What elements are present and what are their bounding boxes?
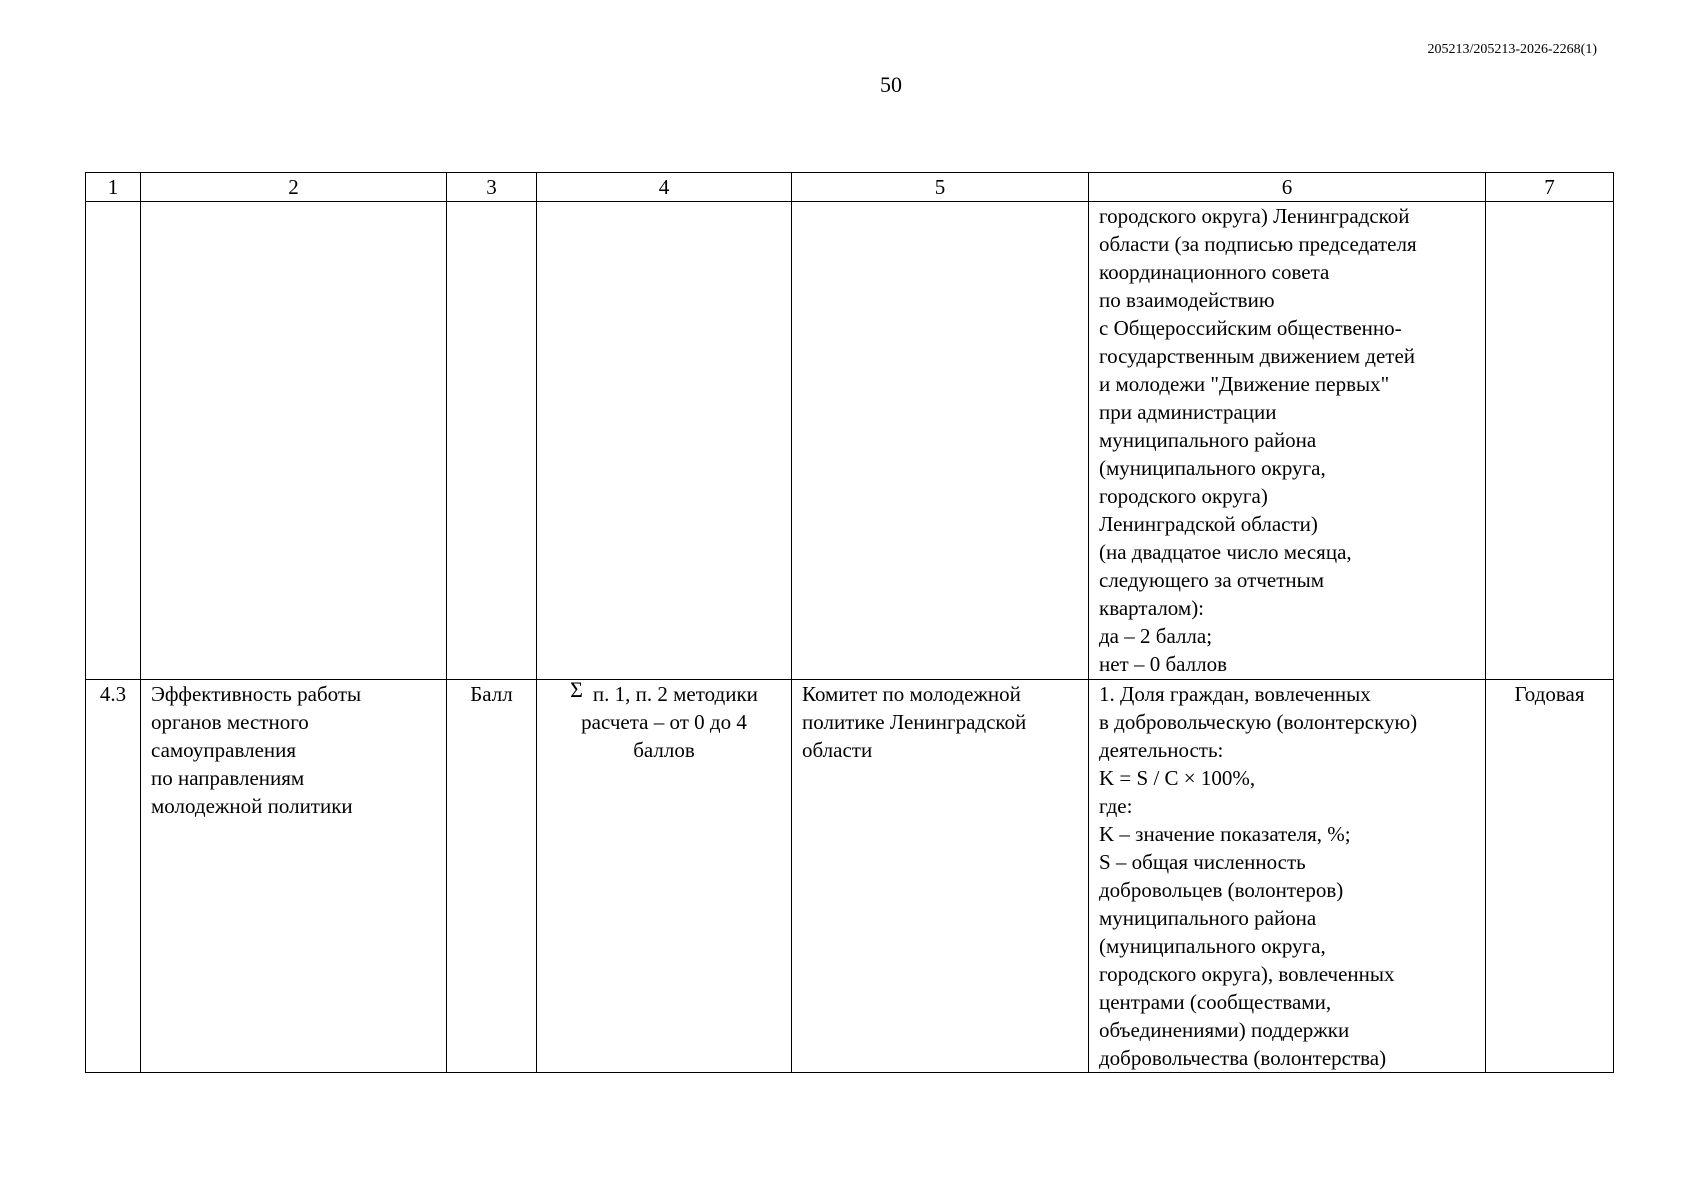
table-header-row: 1 2 3 4 5 6 7 — [85, 172, 1614, 202]
header-cell: 1 — [85, 172, 141, 202]
header-cell: 7 — [1485, 172, 1614, 202]
cell-responsible: Комитет по молодежной политике Ленинград… — [791, 679, 1089, 1073]
indicators-table: 1 2 3 4 5 6 7 городского округа) Ленингр… — [85, 172, 1614, 1073]
table-row: 4.3 Эффективность работы органов местног… — [85, 677, 1614, 1073]
header-cell: 3 — [446, 172, 537, 202]
cell — [85, 201, 141, 680]
cell-calculation: 1. Доля граждан, вовлеченных в доброволь… — [1088, 679, 1486, 1073]
cell-periodicity: Годовая — [1485, 679, 1614, 1073]
formula-text: п. 1, п. 2 методики расчета – от 0 до 4 … — [581, 682, 758, 762]
header-cell: 5 — [791, 172, 1089, 202]
cell-unit: Балл — [446, 679, 537, 1073]
cell — [140, 201, 447, 680]
cell — [791, 201, 1089, 680]
page-number: 50 — [880, 72, 902, 97]
cell-indicator-name: Эффективность работы органов местного са… — [140, 679, 447, 1073]
cell — [446, 201, 537, 680]
cell — [1485, 201, 1614, 680]
header-cell: 2 — [140, 172, 447, 202]
table-row: городского округа) Ленинградской области… — [85, 201, 1614, 680]
cell-number: 4.3 — [85, 679, 141, 1073]
header-cell: 6 — [1088, 172, 1486, 202]
header-cell: 4 — [536, 172, 792, 202]
cell — [536, 201, 792, 680]
cell-calculation: городского округа) Ленинградской области… — [1088, 201, 1486, 680]
document-id: 205213/205213-2026-2268(1) — [1427, 42, 1597, 57]
sigma-symbol: Σ — [570, 677, 583, 702]
